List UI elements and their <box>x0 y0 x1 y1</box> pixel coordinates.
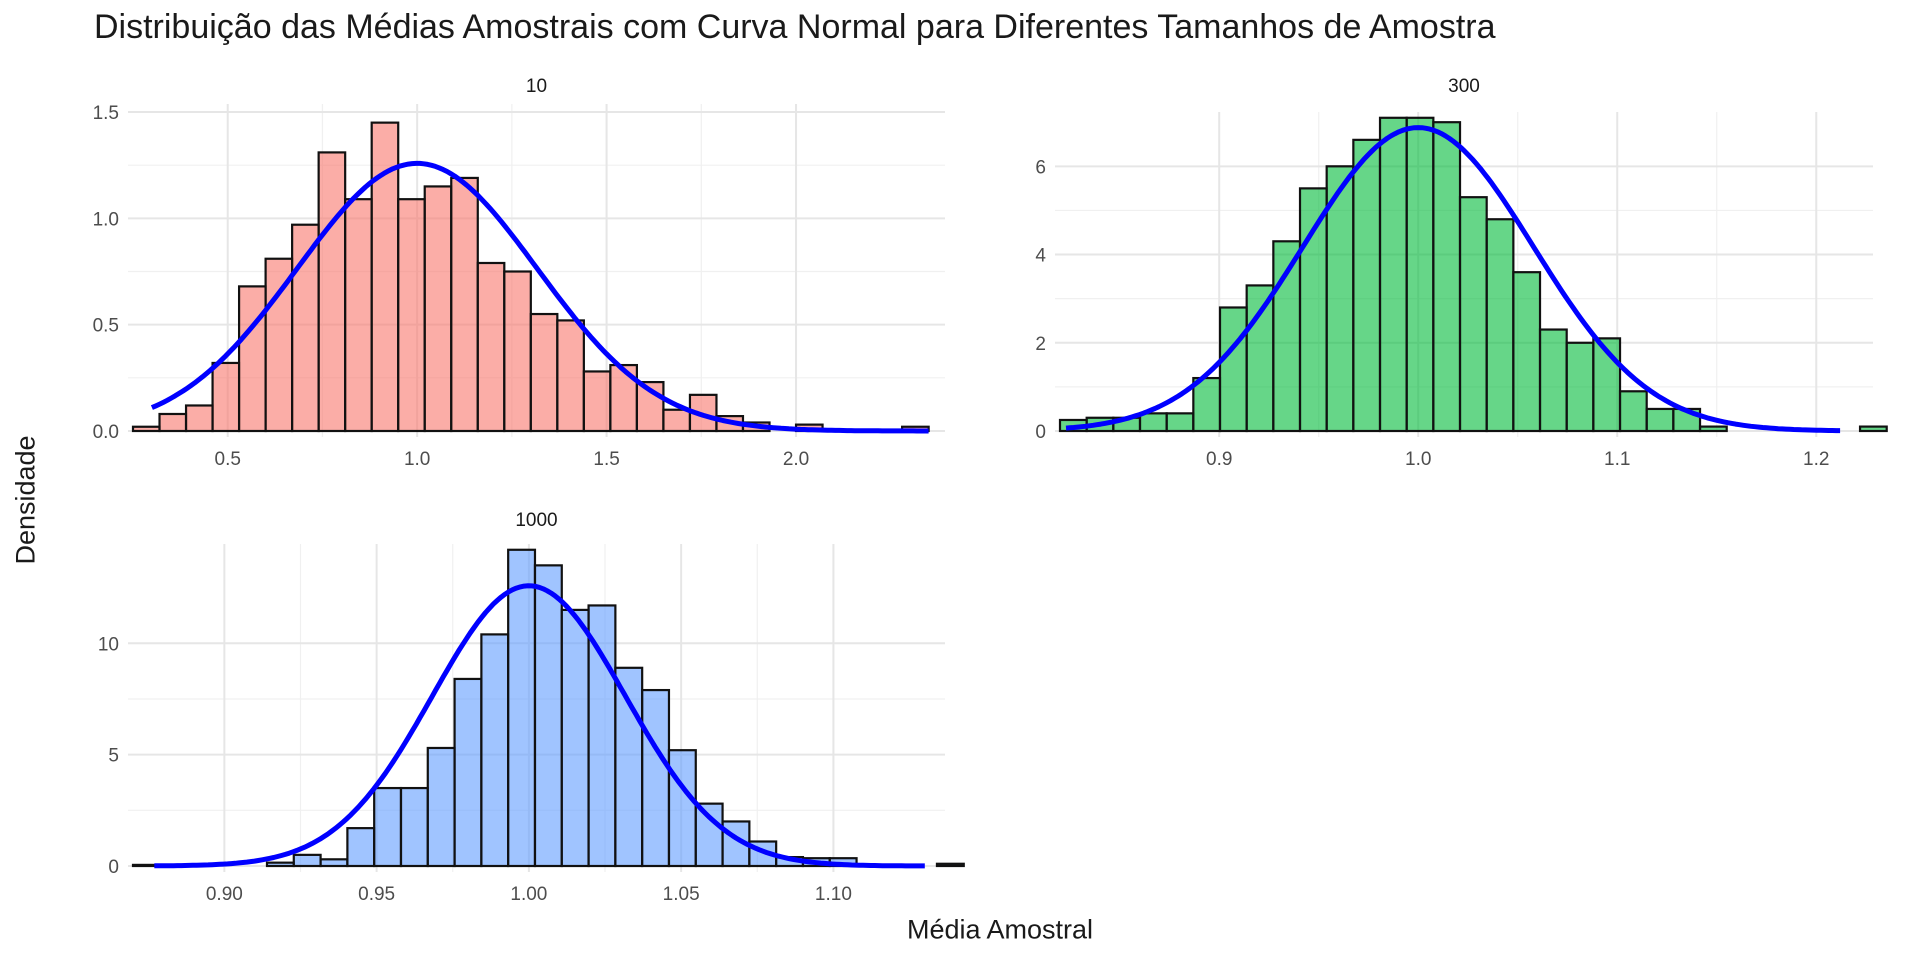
histogram-bar <box>317 151 347 433</box>
y-tick-label: 1.5 <box>93 103 119 124</box>
histogram-bar <box>1192 376 1222 433</box>
histogram-bar <box>450 176 479 433</box>
histogram-bar <box>1245 284 1275 433</box>
histogram-bar <box>1325 165 1355 433</box>
x-tick-label: 1.2 <box>1803 449 1829 470</box>
histogram-bar <box>1512 271 1542 433</box>
histogram-bar <box>1698 425 1728 433</box>
y-tick-label: 0 <box>108 857 119 878</box>
x-tick-label: 1.0 <box>1405 449 1431 470</box>
y-tick-label: 0 <box>1035 422 1046 443</box>
histogram-bar <box>319 858 349 868</box>
histogram-bar <box>346 827 376 868</box>
panel-strip-label: 10 <box>526 76 547 97</box>
panel-strip-label: 300 <box>1448 76 1480 97</box>
histogram-bar <box>399 786 429 868</box>
histogram-bar <box>662 408 692 433</box>
histogram-bar <box>237 285 267 433</box>
x-tick-label: 1.1 <box>1604 449 1630 470</box>
x-tick-label: 2.0 <box>783 449 809 470</box>
histogram-bar <box>641 688 671 868</box>
histogram-bar <box>423 185 453 433</box>
histogram-bar <box>694 802 724 868</box>
histogram-bar <box>1645 407 1675 433</box>
normal-curve <box>150 160 929 434</box>
histogram-bar <box>1352 138 1382 433</box>
panel-300: 0.9 1.0 1.1 1.2 0 2 4 6 300 <box>1035 76 1888 470</box>
normal-curve <box>154 583 925 869</box>
histogram-bar <box>1405 116 1435 433</box>
histogram-bar <box>503 270 532 433</box>
x-tick-label: 0.5 <box>215 449 241 470</box>
y-tick-label: 4 <box>1035 246 1046 267</box>
x-axis-label: Média Amostral <box>906 914 1094 945</box>
histogram-bar <box>426 746 456 868</box>
y-tick-label: 1.0 <box>93 209 119 230</box>
histogram-bar <box>264 257 294 433</box>
panel-strip-label: 1000 <box>515 510 557 531</box>
histogram-bar <box>373 786 403 868</box>
histogram-bar <box>529 312 559 433</box>
histogram-bar <box>1858 425 1888 433</box>
histogram-bar <box>556 319 585 433</box>
histogram-bar <box>158 412 188 433</box>
histogram-bar <box>560 608 590 868</box>
y-tick-label: 0.5 <box>93 316 119 337</box>
histogram-bar <box>1538 328 1568 433</box>
histogram-bar <box>1218 306 1248 433</box>
panel-1000: 0.90 0.95 1.00 1.05 1.10 0 5 10 1000 <box>98 510 965 905</box>
histogram-bar <box>131 425 161 433</box>
histogram-bar <box>211 361 241 433</box>
histogram-bar <box>1485 218 1515 433</box>
histogram-bar <box>1458 196 1488 433</box>
x-tick-label: 0.95 <box>358 884 395 905</box>
x-tick-label: 1.0 <box>404 449 430 470</box>
x-tick-label: 0.90 <box>206 884 243 905</box>
panel-10: 0.5 1.0 1.5 2.0 0.0 0.5 1.0 1.5 10 <box>93 76 945 470</box>
x-tick-label: 0.9 <box>1206 449 1232 470</box>
histogram-bar <box>453 677 483 868</box>
histogram-bar <box>1565 341 1595 433</box>
histogram-bar <box>265 861 295 868</box>
y-tick-label: 10 <box>98 634 119 655</box>
y-tick-label: 2 <box>1035 334 1046 355</box>
x-tick-label: 1.10 <box>815 884 852 905</box>
histogram-bar <box>587 604 617 868</box>
histogram-bar <box>533 564 563 868</box>
chart-title: Distribuição das Médias Amostrais com Cu… <box>94 8 1496 46</box>
histogram-bar <box>1165 412 1195 433</box>
histogram-bar <box>1298 187 1328 433</box>
histogram-bar <box>480 633 510 868</box>
histogram-bar <box>397 198 426 433</box>
histogram-bar <box>476 261 506 433</box>
histogram-bar <box>935 862 965 868</box>
y-tick-label: 0.0 <box>93 422 119 443</box>
histogram-bar <box>667 749 697 868</box>
histogram-bar <box>1432 121 1462 433</box>
normal-curve <box>1065 125 1841 434</box>
x-tick-label: 1.05 <box>663 884 700 905</box>
histogram-bar <box>1618 390 1648 433</box>
histogram-bar <box>344 198 373 433</box>
histogram-bar <box>507 548 537 868</box>
histogram-bar <box>1378 116 1408 433</box>
histogram-bar <box>635 380 665 433</box>
histogram-bar <box>1138 412 1168 433</box>
x-tick-label: 1.5 <box>593 449 619 470</box>
y-tick-label: 5 <box>108 746 119 767</box>
histogram-bar <box>582 370 612 433</box>
y-tick-label: 6 <box>1035 157 1046 178</box>
x-tick-label: 1.00 <box>510 884 547 905</box>
histogram-bar <box>184 404 214 433</box>
histogram-bar <box>292 853 322 868</box>
